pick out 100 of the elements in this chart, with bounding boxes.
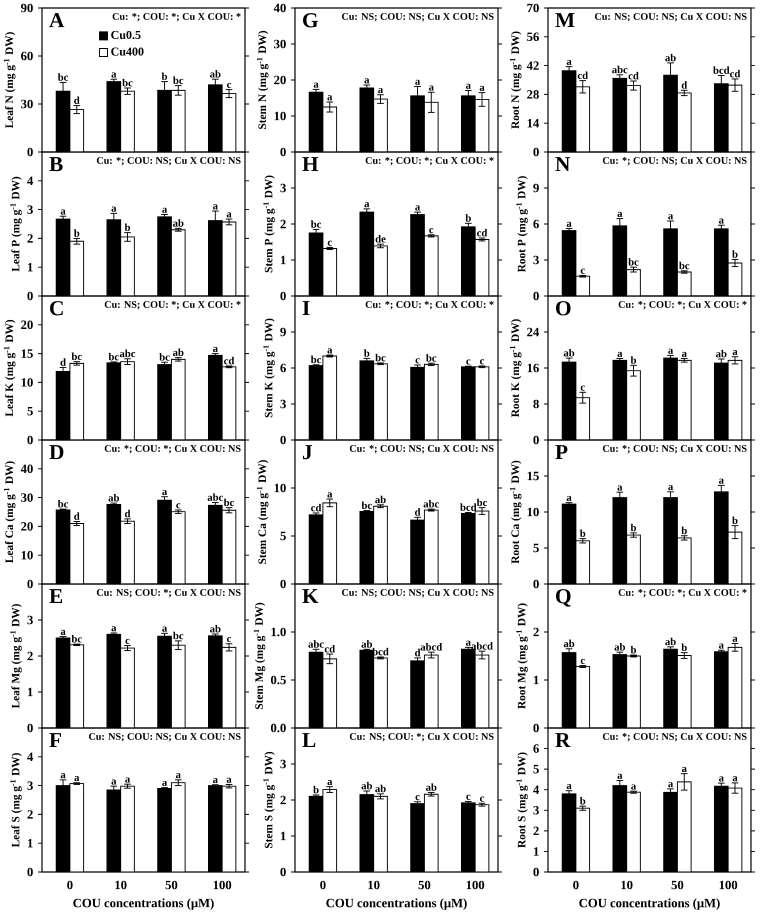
data-label: a [378,88,384,94]
y-tick-label: 2 [27,234,33,243]
data-label: cd [578,72,588,80]
y-tick-label: 3 [533,806,539,815]
y-tick-label: 1.0 [271,628,286,636]
y-tick-label: 3 [27,616,33,624]
data-label: de [376,235,386,243]
y-axis-title: Stem S (mg g$^{-1}$ DW) [263,752,275,848]
data-label: a [74,776,80,782]
data-label: ab [716,350,726,358]
data-label: a [327,348,332,354]
chart-subtitle: Cu: *; COU: *; Cu X COU: NS [104,445,241,454]
data-label: a [732,350,738,356]
data-label: a [668,348,674,354]
y-tick-label: 0 [533,148,539,156]
data-label: bc [362,501,372,509]
data-label: b [465,214,471,222]
y-tick-label: 6 [533,744,539,753]
data-label: c [416,358,420,364]
y-tick-label: 2 [533,826,539,836]
y-tick-label: 0.5 [270,676,286,684]
data-label: cd [224,356,234,364]
y-tick-label: 14 [528,119,540,128]
data-label: c [328,240,332,246]
data-label: a [732,776,738,782]
data-label: b [630,646,636,654]
data-label: a [212,346,218,352]
y-axis-title: Stem N (mg g$^{-1}$ DW) [256,30,268,129]
data-label: c [226,82,232,88]
data-label: a [617,212,622,217]
chart-title: L [302,733,316,748]
y-tick-label: 0 [280,580,286,588]
y-axis-title: Leaf K (mg g$^{-1}$ DW) [4,320,16,416]
y-tick-label: 0 [27,148,33,156]
y-tick-label: 6 [533,220,539,228]
y-tick-label: 0 [27,580,33,588]
data-label: cd [730,70,740,78]
y-tick-label: 2 [280,796,286,804]
y-tick-label: 0 [27,436,33,444]
x-tick-label: 100 [466,880,484,890]
chart-subtitle: Cu: NS; COU: NS; Cu X COU: NS [342,13,494,22]
data-label: a [364,78,370,84]
data-label: bc [122,78,133,86]
x-axis-title: COU concentrations (μM) [326,898,467,910]
data-label: d [682,81,688,89]
chart-subtitle: Cu: *; COU: NS; Cu X COU: NS [96,157,241,166]
data-label: abc [308,640,324,648]
y-tick-label: 30 [21,100,33,108]
y-tick-label: 56 [527,32,539,42]
data-label: b [681,644,687,652]
data-label: a [466,640,471,646]
chart-title: K [302,589,318,604]
data-label: bc [426,354,436,362]
data-label: a [176,773,181,778]
data-label: a [327,780,332,786]
data-label: cd [324,644,335,652]
data-label: b [732,516,738,524]
chart-subtitle: Cu: *; COU: NS; Cu X COU: NS [350,445,494,454]
y-tick-label: 5 [533,764,539,774]
y-tick-label: 42 [526,61,539,70]
data-label: a [428,86,434,91]
data-label: d [415,508,420,516]
y-tick-label: 2 [27,652,33,660]
x-tick-label: 100 [214,880,232,890]
data-label: ab [375,784,386,792]
y-tick-label: 90 [20,4,33,12]
data-label: a [566,496,572,502]
y-axis-title: Root Ca (mg g$^{-1}$ DW) [510,460,522,564]
y-tick-label: 16 [528,364,539,372]
chart-subtitle: Cu: *; COU: *; Cu X COU: * [366,301,494,310]
x-tick-label: 10 [115,880,127,890]
y-tick-label: 0 [533,580,539,588]
y-tick-label: 1 [28,688,33,696]
chart-title: I [302,301,310,316]
data-label: a [415,205,420,211]
data-label: b [162,72,168,80]
y-tick-label: 28 [527,90,539,99]
y-tick-label: 0 [280,436,286,444]
y-tick-label: 0 [280,148,286,156]
data-label: c [176,503,180,508]
x-tick-label: 0 [320,880,326,890]
data-label: b [630,524,636,532]
data-label: a [327,492,332,498]
y-tick-label: 4 [27,176,34,185]
data-label: ab [362,640,372,648]
y-axis-title: Root N (mg g$^{-1}$ DW) [510,32,522,129]
y-tick-label: 40 [20,464,33,474]
data-label: b [364,349,370,357]
y-tick-label: 10 [274,484,286,492]
y-tick-label: 24 [527,328,540,336]
chart-title: D [49,445,64,460]
data-label: bc [628,258,639,266]
y-axis-title: Leaf Mg (mg g$^{-1}$ DW) [10,604,22,708]
data-label: abcd [471,642,493,650]
y-axis-title: Root P (mg g$^{-1}$ DW) [516,176,528,272]
data-label: a [617,352,622,357]
y-tick-label: 1 [534,847,539,856]
x-tick-label: 50 [672,880,684,890]
y-tick-label: 0.0 [270,724,286,732]
y-axis-title: Leaf N (mg g$^{-1}$ DW) [4,32,16,128]
